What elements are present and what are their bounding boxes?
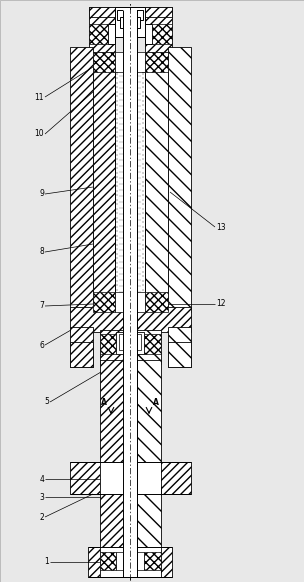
- Bar: [116, 552, 144, 570]
- Bar: [120, 17, 140, 28]
- Bar: [145, 52, 168, 307]
- Text: 12: 12: [216, 300, 226, 308]
- Bar: [118, 72, 142, 297]
- Polygon shape: [168, 342, 191, 367]
- Bar: [70, 307, 191, 332]
- Text: 6: 6: [39, 340, 44, 350]
- Bar: [70, 462, 191, 494]
- Bar: [123, 10, 137, 577]
- Polygon shape: [168, 327, 191, 367]
- Bar: [89, 7, 172, 17]
- Text: 5: 5: [44, 398, 49, 406]
- Bar: [168, 47, 191, 312]
- Bar: [145, 292, 168, 312]
- Bar: [152, 24, 172, 44]
- Bar: [93, 292, 115, 312]
- Polygon shape: [70, 327, 93, 367]
- Bar: [100, 552, 116, 570]
- Bar: [115, 7, 145, 37]
- Text: 13: 13: [216, 222, 226, 232]
- Bar: [144, 334, 161, 354]
- Bar: [116, 332, 144, 354]
- Bar: [88, 547, 172, 577]
- Bar: [117, 10, 143, 20]
- Polygon shape: [70, 342, 93, 367]
- Bar: [145, 24, 152, 44]
- Text: 7: 7: [39, 301, 44, 311]
- Bar: [137, 487, 161, 552]
- Bar: [144, 552, 161, 570]
- Text: A: A: [153, 398, 159, 407]
- Bar: [145, 7, 172, 52]
- Bar: [115, 72, 145, 297]
- Bar: [100, 547, 161, 577]
- Bar: [115, 52, 145, 72]
- Bar: [93, 52, 115, 72]
- Bar: [93, 52, 115, 307]
- Bar: [70, 47, 93, 312]
- Bar: [137, 360, 161, 467]
- Text: 2: 2: [39, 513, 44, 521]
- Text: 1: 1: [44, 558, 49, 566]
- Text: A: A: [101, 398, 107, 407]
- Text: 10: 10: [34, 130, 44, 139]
- Bar: [100, 462, 161, 494]
- Bar: [137, 330, 161, 364]
- Bar: [123, 10, 137, 577]
- Bar: [100, 487, 123, 552]
- Text: 3: 3: [39, 492, 44, 502]
- Bar: [115, 292, 145, 312]
- Bar: [119, 334, 141, 350]
- Bar: [145, 52, 168, 72]
- Bar: [89, 7, 115, 52]
- Bar: [100, 360, 123, 467]
- Text: 9: 9: [39, 190, 44, 198]
- Text: 4: 4: [39, 474, 44, 484]
- Bar: [100, 330, 123, 364]
- Text: 11: 11: [34, 93, 44, 101]
- Bar: [100, 334, 116, 354]
- Bar: [108, 24, 115, 44]
- Bar: [89, 24, 108, 44]
- Text: 8: 8: [39, 247, 44, 257]
